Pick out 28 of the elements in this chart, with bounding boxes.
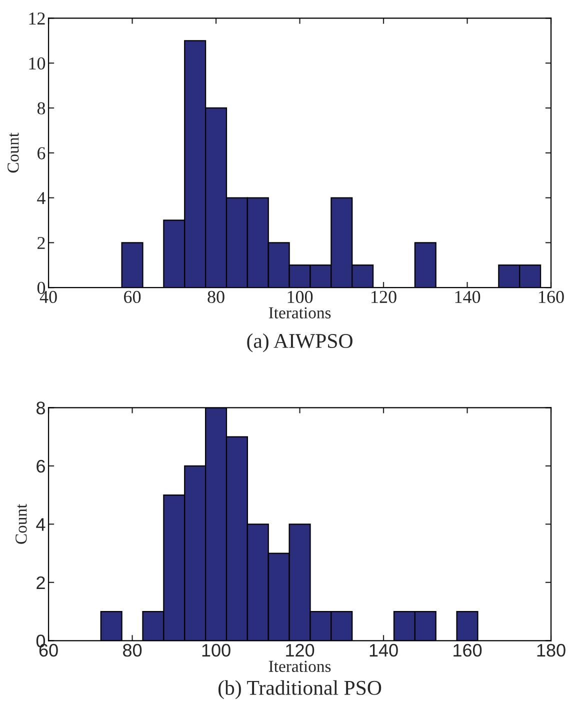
x-tick-label: 80 (208, 290, 224, 304)
x-tick-label: 160 (454, 644, 482, 657)
x-tick-label: 100 (202, 644, 230, 657)
x-axis-title: Iterations (268, 660, 331, 672)
x-tick-label: 140 (455, 290, 480, 304)
y-axis-title: Count (16, 504, 27, 544)
x-tick-label: 180 (537, 644, 566, 657)
y-tick-label: 6 (38, 147, 46, 160)
y-tick-label: 8 (36, 402, 45, 414)
y-tick-label: 10 (29, 57, 46, 70)
y-tick-label: 2 (38, 236, 45, 249)
y-tick-label: 2 (36, 576, 45, 589)
x-tick-label: 60 (124, 290, 141, 304)
x-tick-label: 80 (123, 644, 142, 657)
y-tick-label: 6 (36, 460, 45, 473)
y-tick-label: 4 (36, 518, 46, 531)
x-tick-label: 160 (539, 290, 564, 304)
x-tick-label: 140 (370, 644, 398, 657)
y-tick-label: 4 (37, 192, 46, 204)
x-tick-label: 120 (372, 290, 396, 304)
x-tick-label: 100 (288, 290, 313, 304)
y-axis-title: Count (8, 132, 19, 173)
y-tick-label: 12 (29, 12, 45, 24)
y-tick-label: 8 (37, 102, 46, 114)
x-tick-label: 120 (286, 644, 314, 657)
x-axis-title: Iterations (268, 307, 331, 318)
text: (a) AIWPSO (247, 333, 352, 352)
text: (b) Traditional PSO (218, 680, 382, 700)
